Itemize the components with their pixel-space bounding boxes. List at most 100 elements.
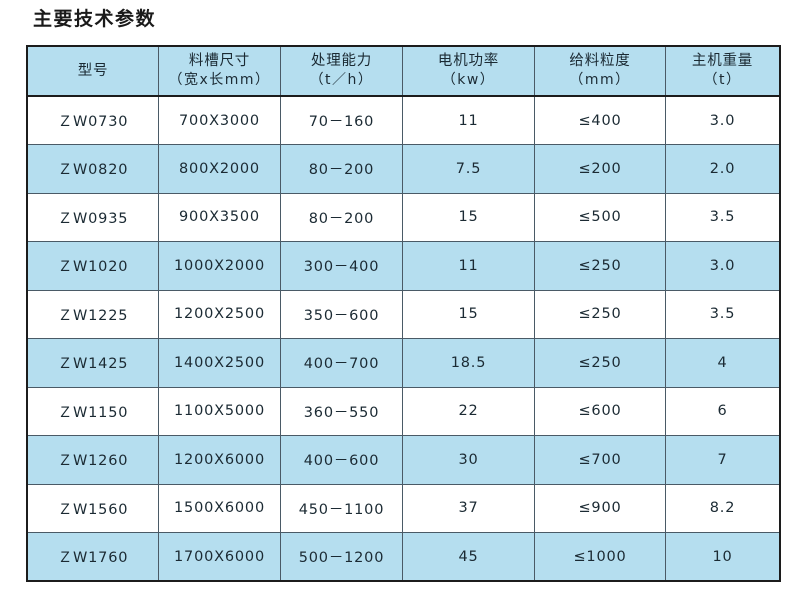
table-row: ＺW1150 1100X5000 360－550 22 ≤600 6: [27, 387, 780, 436]
header-label-model: 型号: [77, 62, 109, 79]
cell-model: ＺW1020: [27, 241, 159, 291]
cell-value-trough-size: 900X3500: [179, 209, 260, 226]
header-cell-motor-power: 电机功率 （kw）: [402, 46, 535, 97]
cell-value-model: ＺW1020: [57, 259, 129, 276]
page-title: 主要技术参数: [33, 8, 157, 30]
cell-trough-size: 1000X2000: [158, 241, 281, 291]
cell-feed-size: ≤400: [534, 96, 666, 145]
cell-machine-weight: 3.0: [665, 96, 780, 145]
cell-value-motor-power: 18.5: [450, 354, 487, 371]
cell-value-capacity: 400－700: [303, 356, 380, 373]
cell-value-machine-weight: 7: [717, 451, 728, 468]
table-body: ＺW0730 700X3000 70－160 11 ≤400 3.0 ＺW0820 800X2…: [27, 96, 780, 581]
cell-value-capacity: 80－200: [308, 162, 375, 179]
cell-feed-size: ≤250: [534, 241, 666, 291]
cell-motor-power: 11: [402, 241, 535, 291]
table-row: ＺW0935 900X3500 80－200 15 ≤500 3.5: [27, 193, 780, 242]
cell-value-model: ＺW0935: [57, 210, 129, 227]
cell-value-machine-weight: 3.0: [709, 112, 736, 129]
cell-motor-power: 7.5: [402, 144, 535, 194]
cell-model: ＺW0935: [27, 193, 159, 242]
table-row: ＺW0820 800X2000 80－200 7.5 ≤200 2.0: [27, 144, 780, 194]
cell-value-capacity: 80－200: [308, 210, 375, 227]
cell-motor-power: 11: [402, 96, 535, 145]
cell-value-motor-power: 15: [458, 209, 479, 226]
header-cell-trough-size: 料槽尺寸 （宽x长mm）: [158, 46, 281, 97]
header-cell-machine-weight: 主机重量 （t）: [665, 46, 780, 97]
header-cell-feed-size: 给料粒度 （mm）: [534, 46, 666, 97]
cell-value-motor-power: 45: [458, 548, 479, 565]
header-unit-motor-power: （kw）: [441, 72, 496, 88]
cell-value-motor-power: 7.5: [455, 160, 482, 177]
cell-feed-size: ≤600: [534, 387, 666, 436]
header-label-trough-size: 料槽尺寸: [188, 53, 251, 69]
cell-value-feed-size: ≤700: [578, 451, 622, 468]
cell-feed-size: ≤500: [534, 193, 666, 242]
header-label-machine-weight: 主机重量: [691, 53, 754, 69]
cell-feed-size: ≤250: [534, 338, 666, 388]
table-row: ＺW1020 1000X2000 300－400 11 ≤250 3.0: [27, 241, 780, 291]
cell-value-trough-size: 1400X2500: [174, 354, 265, 371]
header-cell-capacity: 处理能力 （t／h）: [280, 46, 403, 97]
cell-value-machine-weight: 3.5: [709, 306, 736, 323]
cell-trough-size: 700X3000: [158, 96, 281, 145]
cell-motor-power: 22: [402, 387, 535, 436]
cell-model: ＺW1425: [27, 338, 159, 388]
table-row: ＺW1760 1700X6000 500－1200 45 ≤1000 10: [27, 532, 780, 581]
cell-trough-size: 1100X5000: [158, 387, 281, 436]
cell-machine-weight: 2.0: [665, 144, 780, 194]
cell-model: ＺW0820: [27, 144, 159, 194]
cell-value-motor-power: 11: [458, 112, 479, 129]
header-cell-model: 型号: [27, 46, 159, 97]
cell-value-trough-size: 1200X6000: [174, 451, 265, 468]
cell-capacity: 450－1100: [280, 484, 403, 533]
cell-trough-size: 1200X2500: [158, 290, 281, 339]
cell-value-feed-size: ≤500: [578, 209, 622, 226]
cell-machine-weight: 3.5: [665, 290, 780, 339]
cell-machine-weight: 10: [665, 532, 780, 581]
header-label-feed-size: 给料粒度: [569, 53, 631, 69]
cell-value-trough-size: 700X3000: [179, 112, 260, 129]
cell-motor-power: 45: [402, 532, 535, 581]
cell-trough-size: 900X3500: [158, 193, 281, 242]
cell-machine-weight: 8.2: [665, 484, 780, 533]
cell-value-model: ＺW0820: [57, 162, 129, 179]
cell-capacity: 400－600: [280, 435, 403, 485]
cell-trough-size: 1700X6000: [158, 532, 281, 581]
cell-value-machine-weight: 2.0: [709, 160, 736, 177]
cell-motor-power: 30: [402, 435, 535, 485]
cell-value-machine-weight: 3.5: [709, 209, 736, 226]
cell-value-motor-power: 37: [458, 500, 479, 517]
cell-value-trough-size: 1200X2500: [174, 306, 265, 323]
cell-value-capacity: 360－550: [303, 404, 380, 421]
cell-value-motor-power: 11: [458, 257, 479, 274]
cell-value-model: ＺW0730: [57, 114, 129, 130]
header-unit-machine-weight: （t）: [703, 72, 742, 88]
cell-capacity: 360－550: [280, 387, 403, 436]
cell-value-model: ＺW1150: [57, 404, 129, 421]
cell-value-feed-size: ≤250: [578, 257, 622, 274]
cell-value-motor-power: 22: [458, 403, 479, 420]
cell-feed-size: ≤200: [534, 144, 666, 194]
cell-capacity: 400－700: [280, 338, 403, 388]
cell-trough-size: 1500X6000: [158, 484, 281, 533]
header-unit-capacity: （t／h）: [309, 72, 374, 88]
cell-model: ＺW1225: [27, 290, 159, 339]
table-row: ＺW1425 1400X2500 400－700 18.5 ≤250 4: [27, 338, 780, 388]
cell-model: ＺW1760: [27, 532, 159, 581]
cell-machine-weight: 6: [665, 387, 780, 436]
cell-value-machine-weight: 3.0: [709, 257, 736, 274]
cell-feed-size: ≤900: [534, 484, 666, 533]
cell-value-feed-size: ≤900: [578, 500, 622, 517]
cell-motor-power: 15: [402, 290, 535, 339]
cell-machine-weight: 3.0: [665, 241, 780, 291]
cell-value-trough-size: 800X2000: [179, 160, 260, 177]
cell-value-trough-size: 1500X6000: [174, 500, 265, 517]
cell-value-capacity: 350－600: [303, 307, 380, 324]
cell-trough-size: 1200X6000: [158, 435, 281, 485]
table-row: ＺW0730 700X3000 70－160 11 ≤400 3.0: [27, 96, 780, 145]
technical-parameters-table: 型号 料槽尺寸 （宽x长mm） 处理能力 （t／h） 电机功率 （kw） 给料粒…: [26, 45, 781, 582]
cell-feed-size: ≤250: [534, 290, 666, 339]
cell-value-machine-weight: 4: [717, 354, 728, 371]
cell-value-capacity: 500－1200: [298, 550, 385, 566]
